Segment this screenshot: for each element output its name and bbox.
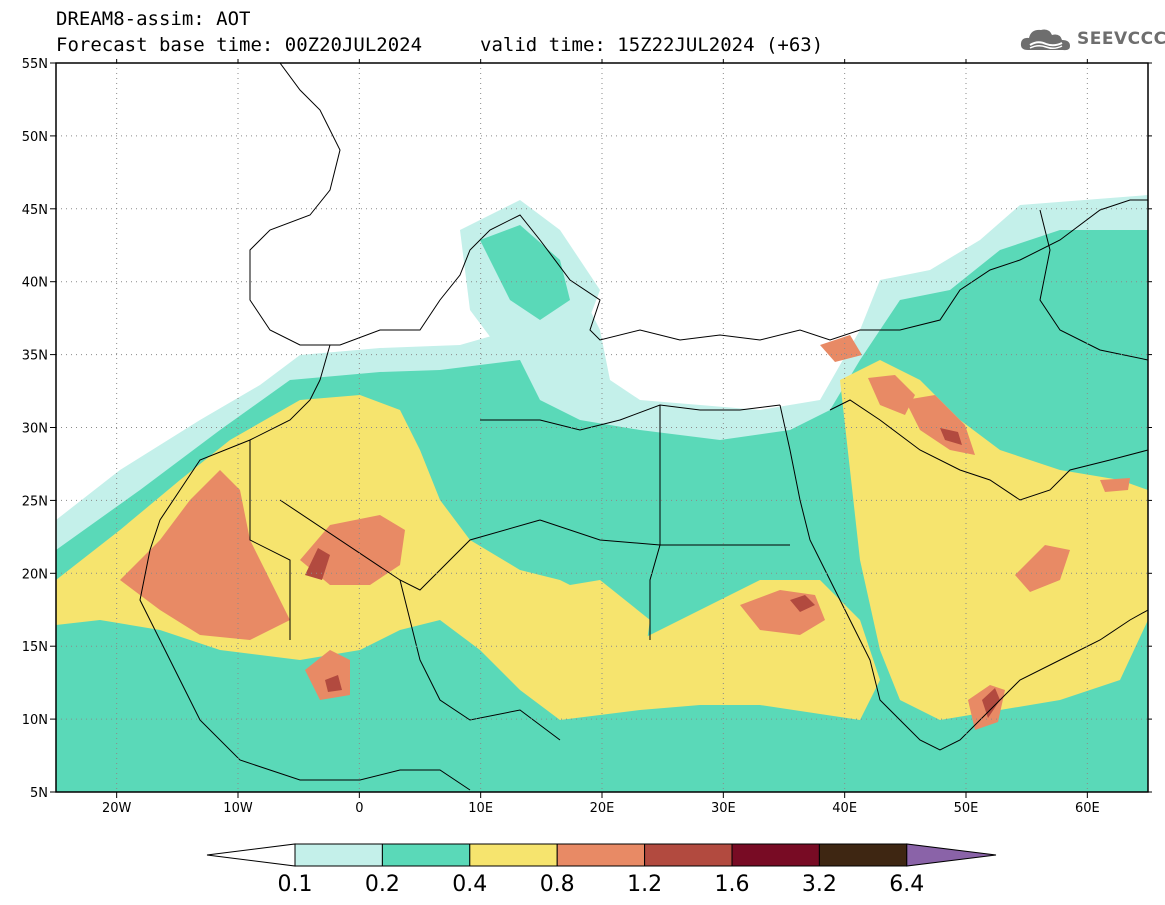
lon-label: 10W xyxy=(223,801,253,816)
lon-label: 60E xyxy=(1075,801,1100,816)
colorbar-segment xyxy=(294,843,383,867)
longitude-labels: 20W 10W 0 10E 20E 30E 40E 50E 60E xyxy=(102,801,1100,816)
lon-label: 20W xyxy=(102,801,132,816)
colorbar-label: 6.4 xyxy=(889,872,924,897)
lat-label: 40N xyxy=(22,276,48,291)
lat-label: 50N xyxy=(22,130,48,145)
latitude-labels: 55N 50N 45N 40N 35N 30N 25N 20N 15N 10N 5N xyxy=(22,57,48,801)
logo-text: SEEVCCC xyxy=(1077,29,1165,49)
lat-label: 15N xyxy=(22,640,48,655)
graticule xyxy=(56,63,1148,792)
colorbar-below-triangle xyxy=(206,843,296,867)
colorbar-label: 1.6 xyxy=(715,872,750,897)
colorbar-label: 0.8 xyxy=(540,872,575,897)
colorbar-label: 0.1 xyxy=(278,872,313,897)
colorbar-label: 1.2 xyxy=(627,872,662,897)
colorbar-segment xyxy=(731,843,820,867)
lon-label: 40E xyxy=(832,801,857,816)
axis-ticks xyxy=(50,59,1152,798)
lat-label: 45N xyxy=(22,203,48,218)
colorbar-segment xyxy=(644,843,733,867)
lat-label: 35N xyxy=(22,349,48,364)
lat-label: 25N xyxy=(22,494,48,509)
lon-label: 10E xyxy=(468,801,493,816)
lat-label: 30N xyxy=(22,422,48,437)
forecast-base-time: Forecast base time: 00Z20JUL2024 xyxy=(56,34,423,56)
colorbar-label: 0.2 xyxy=(365,872,400,897)
lon-label: 20E xyxy=(590,801,615,816)
seevccc-logo: SEEVCCC xyxy=(1018,22,1165,56)
colorbar-segment xyxy=(818,843,908,867)
aot-level-1.2 xyxy=(305,428,1000,718)
lat-label: 5N xyxy=(30,786,48,801)
colorbar-segment xyxy=(381,843,471,867)
colorbar-segment xyxy=(556,843,646,867)
lon-label: 30E xyxy=(711,801,736,816)
colorbar-above-triangle xyxy=(906,843,997,867)
lat-label: 20N xyxy=(22,567,48,582)
valid-time: valid time: 15Z22JUL2024 (+63) xyxy=(480,34,824,56)
aot-level-0.8 xyxy=(120,335,1130,730)
lon-label: 50E xyxy=(954,801,979,816)
map-title: DREAM8-assim: AOT xyxy=(56,8,251,30)
colorbar: 0.1 0.2 0.4 0.8 1.2 1.6 3.2 6.4 xyxy=(206,843,997,897)
lon-label: 0 xyxy=(355,801,363,816)
lat-label: 10N xyxy=(22,713,48,728)
aot-level-0.4 xyxy=(56,360,1148,720)
colorbar-segment xyxy=(469,843,558,867)
cloud-icon xyxy=(1020,29,1070,51)
lat-label: 55N xyxy=(22,57,48,72)
colorbar-label: 0.4 xyxy=(452,872,487,897)
colorbar-label: 3.2 xyxy=(802,872,837,897)
